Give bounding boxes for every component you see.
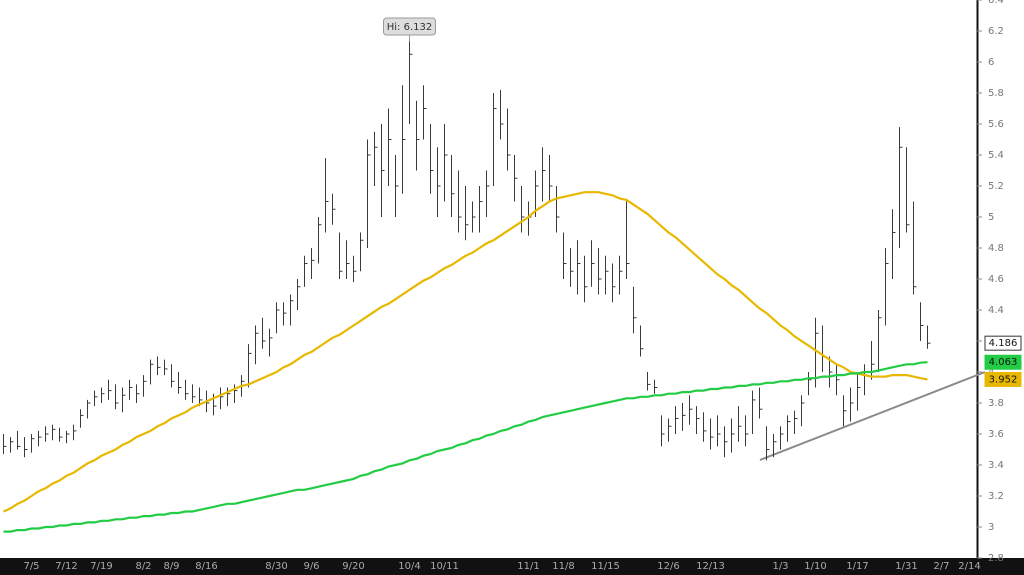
- x-tick-label: 12/6: [657, 561, 679, 572]
- y-tick-label: 6: [988, 57, 994, 68]
- y-tick-label: 5: [988, 212, 994, 223]
- x-tick-label: 12/13: [696, 561, 725, 572]
- y-tick-label: 6.4: [988, 0, 1004, 6]
- y-tick-label: 3.4: [988, 460, 1004, 471]
- x-tick-label: 7/5: [23, 561, 39, 572]
- y-tick-label: 2.8: [988, 553, 1004, 564]
- x-tick-label: 11/15: [591, 561, 620, 572]
- price-tag-label: 4.186: [989, 338, 1018, 349]
- x-tick-label: 7/19: [90, 561, 112, 572]
- y-tick-label: 5.2: [988, 181, 1004, 192]
- y-tick-label: 3.2: [988, 491, 1004, 502]
- annotation-box: [383, 17, 436, 36]
- price-tag: [984, 335, 1022, 351]
- x-tick-label: 2/14: [958, 561, 980, 572]
- x-tick-label: 10/11: [430, 561, 459, 572]
- y-tick-label: 4.8: [988, 243, 1004, 254]
- y-tick-label: 5.4: [988, 150, 1004, 161]
- x-tick-label: 2/7: [933, 561, 949, 572]
- y-tick-label: 6.2: [988, 26, 1004, 37]
- y-tick-label: 4.4: [988, 305, 1004, 316]
- x-tick-label: 10/4: [398, 561, 420, 572]
- x-tick-label: 1/10: [804, 561, 826, 572]
- y-tick-label: 3.8: [988, 398, 1004, 409]
- y-tick-label: 3.6: [988, 429, 1004, 440]
- price-tag: [984, 371, 1022, 387]
- x-tick-label: 8/9: [163, 561, 179, 572]
- x-tick-label: 1/31: [895, 561, 917, 572]
- price-tag: [984, 354, 1022, 370]
- trend-line: [759, 371, 986, 461]
- x-tick-label: 7/12: [55, 561, 77, 572]
- x-axis-band: [0, 558, 1024, 575]
- x-tick-label: 11/1: [517, 561, 539, 572]
- price-tag-label: 3.952: [989, 374, 1018, 385]
- x-tick-label: 9/6: [303, 561, 319, 572]
- moving-average: [3, 191, 928, 513]
- y-tick-label: 5.6: [988, 119, 1004, 130]
- x-tick-label: 1/17: [846, 561, 868, 572]
- x-tick-label: 11/8: [552, 561, 574, 572]
- y-tick-label: 5.8: [988, 88, 1004, 99]
- annotation-text: Hi: 6.132: [387, 22, 432, 33]
- x-tick-label: 9/20: [342, 561, 364, 572]
- x-tick-label: 8/2: [135, 561, 151, 572]
- x-tick-label: 1/3: [772, 561, 788, 572]
- moving-average: [3, 361, 928, 533]
- x-tick-label: 8/16: [195, 561, 217, 572]
- price-tag-label: 4.063: [989, 357, 1018, 368]
- y-tick-label: 4.6: [988, 274, 1004, 285]
- y-tick-label: 3: [988, 522, 994, 533]
- x-tick-label: 8/30: [265, 561, 287, 572]
